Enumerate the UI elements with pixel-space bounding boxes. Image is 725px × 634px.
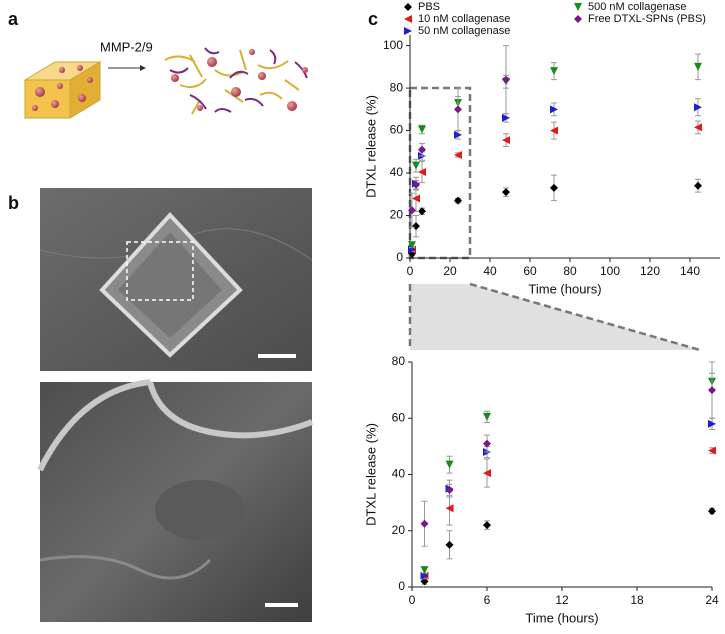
legend-label: PBS	[418, 1, 440, 13]
sem-image	[39, 188, 313, 371]
marker	[412, 194, 420, 203]
x-tick-label: 80	[563, 264, 577, 278]
marker	[502, 75, 510, 84]
marker	[550, 67, 558, 76]
y-tick-label: 80	[390, 80, 404, 94]
marker	[412, 161, 420, 170]
marker	[694, 103, 702, 112]
marker	[408, 241, 416, 250]
marker	[708, 386, 716, 395]
marker	[694, 123, 702, 132]
legend-marker	[574, 15, 582, 23]
sem-image	[37, 379, 314, 622]
y-axis-title: DTXL release (%)	[363, 423, 378, 526]
y-tick-label: 80	[392, 354, 406, 368]
legend-marker	[574, 3, 582, 11]
marker	[420, 577, 429, 586]
x-tick-label: 60	[523, 264, 537, 278]
y-tick-label: 0	[398, 579, 405, 593]
marker	[445, 460, 454, 469]
marker	[694, 62, 702, 71]
y-tick-label: 20	[392, 523, 406, 537]
x-tick-label: 120	[640, 264, 660, 278]
arrow-label: MMP-2/9	[100, 39, 153, 54]
marker	[445, 540, 454, 549]
marker	[483, 439, 491, 448]
marker	[502, 188, 510, 197]
marker	[454, 150, 462, 159]
marker	[483, 521, 491, 530]
y-tick-label: 60	[392, 410, 406, 424]
y-tick-label: 40	[390, 165, 404, 179]
y-tick-label: 100	[383, 38, 403, 52]
marker	[420, 519, 429, 528]
x-tick-label: 40	[483, 264, 497, 278]
marker	[708, 507, 716, 516]
marker	[708, 446, 716, 455]
marker	[502, 113, 510, 122]
x-tick-label: 20	[443, 264, 457, 278]
panel-label: c	[368, 9, 378, 29]
legend-marker	[404, 15, 412, 23]
marker	[550, 183, 558, 192]
panel-label: b	[8, 193, 19, 213]
marker	[412, 222, 420, 231]
marker	[550, 105, 558, 114]
marker	[454, 105, 462, 114]
legend-label: 500 nM collagenase	[588, 1, 686, 13]
x-axis-title: Time (hours)	[528, 281, 601, 296]
marker	[483, 469, 491, 478]
scheme: MMP-2/9	[23, 39, 308, 119]
marker	[420, 566, 429, 575]
marker	[454, 130, 462, 139]
x-tick-label: 24	[705, 593, 719, 607]
y-tick-label: 0	[396, 250, 403, 264]
marker	[694, 181, 702, 190]
marker	[418, 145, 426, 154]
legend-label: 50 nM collagenase	[418, 25, 510, 37]
marker	[418, 125, 426, 134]
x-tick-label: 12	[555, 593, 569, 607]
marker	[418, 207, 426, 216]
marker	[708, 419, 716, 428]
x-tick-label: 140	[680, 264, 700, 278]
marker	[483, 412, 491, 421]
marker	[420, 571, 429, 580]
y-axis-title: DTXL release (%)	[363, 95, 378, 198]
x-tick-label: 0	[407, 264, 414, 278]
x-tick-label: 6	[484, 593, 491, 607]
marker	[550, 126, 558, 135]
legend-label: 10 nM collagenase	[418, 13, 510, 25]
x-tick-label: 18	[630, 593, 644, 607]
marker	[454, 196, 462, 205]
x-tick-label: 0	[409, 593, 416, 607]
marker	[502, 136, 510, 145]
marker	[418, 167, 426, 176]
legend-label: Free DTXL-SPNs (PBS)	[588, 13, 706, 25]
marker	[445, 504, 454, 513]
marker	[412, 180, 420, 189]
y-tick-label: 20	[390, 208, 404, 222]
zoom-connector	[408, 86, 701, 352]
marker	[408, 206, 416, 215]
x-tick-label: 100	[600, 264, 620, 278]
legend-marker	[404, 3, 412, 11]
panel-label: a	[8, 9, 19, 29]
y-tick-label: 60	[390, 123, 404, 137]
marker	[445, 485, 454, 494]
y-tick-label: 40	[392, 467, 406, 481]
x-axis-title: Time (hours)	[525, 610, 598, 625]
legend-marker	[404, 27, 412, 35]
